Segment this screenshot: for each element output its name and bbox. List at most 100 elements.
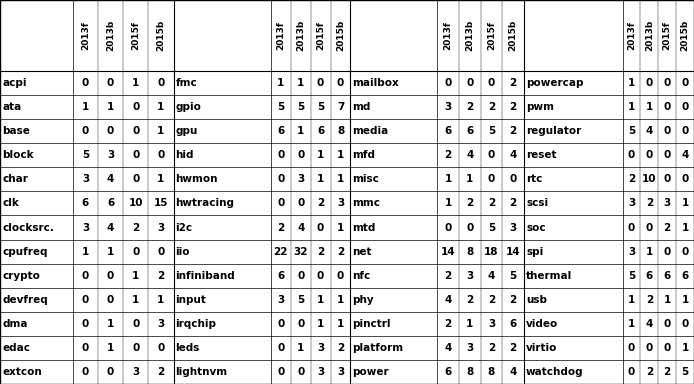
- Text: 0: 0: [277, 199, 285, 209]
- Text: 0: 0: [682, 247, 688, 257]
- Text: 0: 0: [132, 247, 139, 257]
- Text: 1: 1: [107, 102, 115, 112]
- Text: 6: 6: [509, 319, 517, 329]
- Text: 1: 1: [158, 295, 164, 305]
- Text: 0: 0: [277, 319, 285, 329]
- Text: 0: 0: [645, 343, 653, 353]
- Text: 1: 1: [444, 174, 452, 184]
- Text: 3: 3: [317, 343, 324, 353]
- Text: 3: 3: [317, 367, 324, 377]
- Text: 0: 0: [132, 102, 139, 112]
- Text: 3: 3: [628, 247, 635, 257]
- Text: input: input: [176, 295, 206, 305]
- Text: 2013f: 2013f: [443, 21, 452, 50]
- Text: 4: 4: [488, 271, 495, 281]
- Text: virtio: virtio: [526, 343, 557, 353]
- Text: 6: 6: [317, 126, 324, 136]
- Text: 6: 6: [682, 271, 688, 281]
- Text: 0: 0: [297, 319, 305, 329]
- Text: 0: 0: [82, 295, 89, 305]
- Text: 1: 1: [628, 102, 635, 112]
- Text: 2: 2: [488, 343, 495, 353]
- Text: 2015f: 2015f: [316, 21, 325, 50]
- Text: 8: 8: [466, 247, 473, 257]
- Text: 0: 0: [444, 78, 452, 88]
- Text: extcon: extcon: [2, 367, 42, 377]
- Text: 0: 0: [444, 222, 452, 233]
- Text: 2: 2: [488, 295, 495, 305]
- Text: 1: 1: [337, 174, 344, 184]
- Text: 6: 6: [107, 199, 115, 209]
- Text: edac: edac: [2, 343, 30, 353]
- Text: 1: 1: [317, 319, 324, 329]
- Text: 1: 1: [645, 247, 653, 257]
- Text: 2: 2: [663, 367, 671, 377]
- Text: 0: 0: [297, 367, 305, 377]
- Text: char: char: [2, 174, 28, 184]
- Text: 0: 0: [297, 199, 305, 209]
- Text: 0: 0: [663, 247, 671, 257]
- Text: 1: 1: [663, 295, 671, 305]
- Text: 1: 1: [317, 150, 324, 160]
- Text: block: block: [2, 150, 34, 160]
- Text: 0: 0: [107, 271, 115, 281]
- Text: 2: 2: [663, 222, 671, 233]
- Text: 2: 2: [488, 199, 495, 209]
- Text: usb: usb: [526, 295, 547, 305]
- Text: infiniband: infiniband: [176, 271, 235, 281]
- Text: 1: 1: [132, 78, 139, 88]
- Text: gpu: gpu: [176, 126, 198, 136]
- Text: 0: 0: [132, 126, 139, 136]
- Text: 0: 0: [645, 222, 653, 233]
- Text: net: net: [353, 247, 372, 257]
- Text: 2015f: 2015f: [487, 21, 496, 50]
- Text: 0: 0: [663, 78, 671, 88]
- Text: 3: 3: [158, 319, 164, 329]
- Text: 5: 5: [317, 102, 324, 112]
- Text: 4: 4: [509, 367, 517, 377]
- Text: fmc: fmc: [176, 78, 197, 88]
- Text: 4: 4: [645, 126, 653, 136]
- Text: 0: 0: [628, 150, 635, 160]
- Text: 0: 0: [663, 343, 671, 353]
- Text: 0: 0: [297, 150, 305, 160]
- Text: 2015f: 2015f: [131, 21, 140, 50]
- Text: 2: 2: [645, 367, 653, 377]
- Text: nfc: nfc: [353, 271, 371, 281]
- Text: 0: 0: [82, 343, 89, 353]
- Text: 1: 1: [317, 174, 324, 184]
- Text: 0: 0: [466, 78, 473, 88]
- Text: 5: 5: [277, 102, 285, 112]
- Text: power: power: [353, 367, 389, 377]
- Text: 0: 0: [132, 150, 139, 160]
- Text: 1: 1: [82, 247, 89, 257]
- Text: 0: 0: [317, 271, 324, 281]
- Text: 1: 1: [158, 102, 164, 112]
- Text: 3: 3: [466, 343, 473, 353]
- Text: 6: 6: [277, 126, 285, 136]
- Text: 0: 0: [663, 102, 671, 112]
- Text: video: video: [526, 319, 558, 329]
- Text: 3: 3: [132, 367, 139, 377]
- Text: 0: 0: [682, 319, 688, 329]
- Text: 2013b: 2013b: [645, 20, 654, 51]
- Text: 3: 3: [628, 199, 635, 209]
- Text: 5: 5: [297, 102, 305, 112]
- Text: 18: 18: [484, 247, 499, 257]
- Text: 5: 5: [297, 295, 305, 305]
- Text: 0: 0: [645, 78, 653, 88]
- Text: pinctrl: pinctrl: [353, 319, 391, 329]
- Text: 0: 0: [628, 367, 635, 377]
- Text: 2: 2: [509, 102, 517, 112]
- Text: 0: 0: [682, 174, 688, 184]
- Text: 2015b: 2015b: [509, 20, 518, 51]
- Text: 0: 0: [663, 174, 671, 184]
- Text: 3: 3: [488, 319, 495, 329]
- Text: 2: 2: [645, 199, 653, 209]
- Text: 0: 0: [107, 367, 115, 377]
- Text: hid: hid: [176, 150, 194, 160]
- Text: 0: 0: [107, 78, 115, 88]
- Text: 0: 0: [317, 78, 324, 88]
- Text: 0: 0: [158, 78, 164, 88]
- Text: 0: 0: [158, 150, 164, 160]
